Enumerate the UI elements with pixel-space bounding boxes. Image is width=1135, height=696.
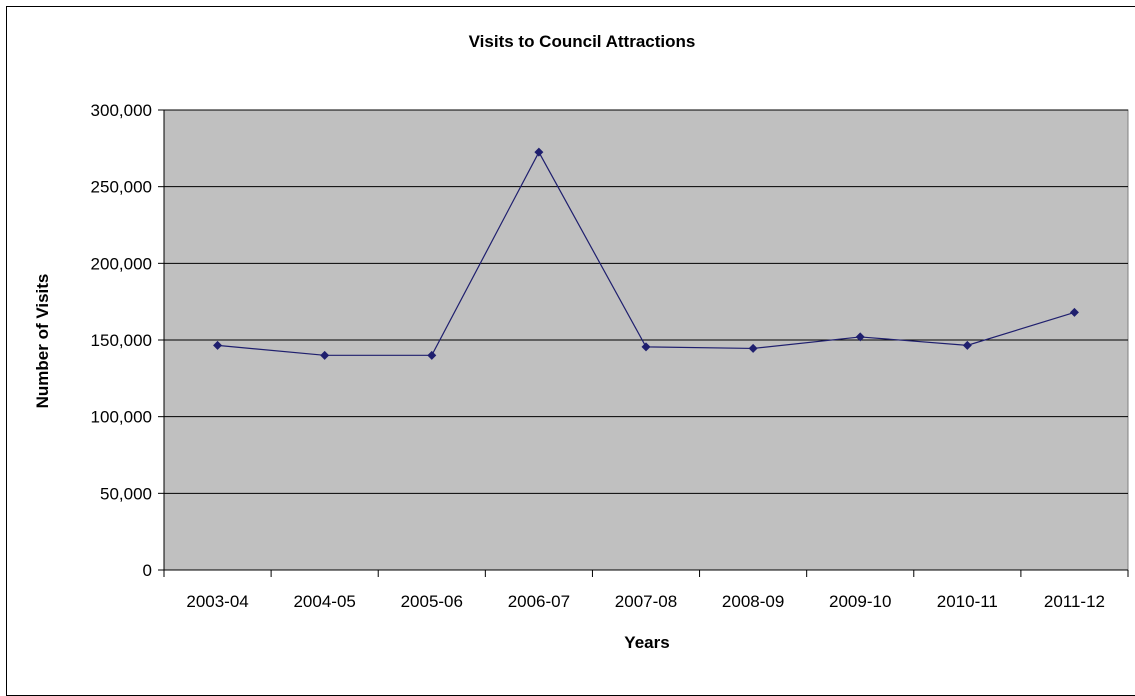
data-point bbox=[962, 340, 972, 350]
x-axis-title: Years bbox=[624, 633, 669, 652]
gridlines bbox=[164, 109, 1128, 494]
data-point bbox=[641, 342, 651, 352]
chart-title: Visits to Council Attractions bbox=[469, 32, 696, 51]
y-tick-label: 0 bbox=[143, 561, 152, 580]
y-tick-label: 150,000 bbox=[91, 331, 152, 350]
line-chart: Visits to Council Attractions 0 50,000 100… bbox=[33, 32, 1129, 652]
series-visits bbox=[213, 147, 1079, 360]
y-tick-label: 300,000 bbox=[91, 101, 152, 120]
y-tick-label: 100,000 bbox=[91, 408, 152, 427]
data-point bbox=[427, 350, 437, 360]
x-tick-label: 2011-12 bbox=[1044, 592, 1105, 611]
data-point bbox=[213, 340, 223, 350]
y-tick-label: 50,000 bbox=[100, 484, 152, 503]
x-tick-label: 2005-06 bbox=[401, 592, 463, 611]
x-tick-label: 2004-05 bbox=[293, 592, 355, 611]
x-tick-label: 2008-09 bbox=[722, 592, 784, 611]
y-tick-label: 250,000 bbox=[91, 178, 152, 197]
data-point bbox=[1069, 307, 1079, 317]
x-tick-label: 2009-10 bbox=[829, 592, 891, 611]
x-tick-label: 2006-07 bbox=[508, 592, 570, 611]
y-axis-title: Number of Visits bbox=[33, 274, 52, 409]
data-point bbox=[534, 147, 544, 157]
data-point bbox=[748, 343, 758, 353]
x-tick-label: 2010-11 bbox=[937, 592, 998, 611]
data-point bbox=[855, 332, 865, 342]
data-point bbox=[320, 350, 330, 360]
y-tick-label: 200,000 bbox=[91, 254, 152, 273]
x-tick-label: 2007-08 bbox=[615, 592, 677, 611]
x-tick-label: 2003-04 bbox=[186, 592, 248, 611]
axes: 0 50,000 100,000 150,000 200,000 250,000 300,0… bbox=[91, 101, 1129, 611]
